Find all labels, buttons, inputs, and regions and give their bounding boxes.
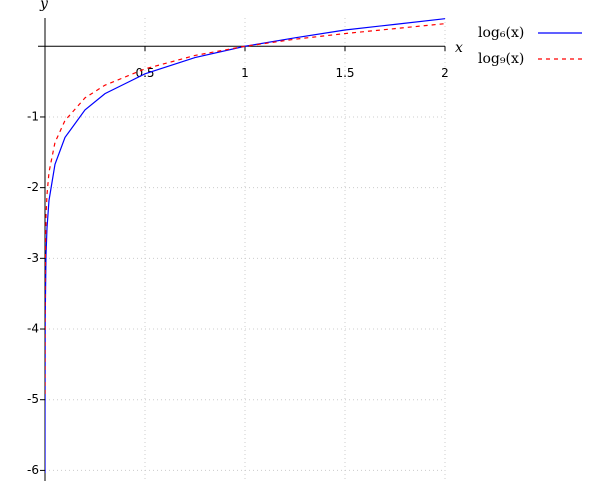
series-line: [45, 18, 446, 474]
y-tick-label: -3: [27, 251, 39, 265]
y-tick-label: -2: [27, 180, 39, 194]
y-tick-label: -4: [27, 322, 39, 336]
x-axis-label: x: [455, 40, 463, 56]
legend-label: log₉(x): [478, 51, 524, 67]
x-tick-label: 2: [441, 66, 449, 80]
plot-area: [45, 18, 446, 474]
y-tick-label: -5: [27, 392, 39, 406]
y-tick-label: -6: [27, 463, 39, 477]
legend-label: log₆(x): [478, 25, 524, 41]
x-tick-label: 1.5: [335, 66, 354, 80]
x-tick-label: 1: [241, 66, 249, 80]
y-axis-label: y: [39, 0, 49, 12]
series-line: [45, 23, 446, 395]
y-tick-label: -1: [27, 109, 39, 123]
